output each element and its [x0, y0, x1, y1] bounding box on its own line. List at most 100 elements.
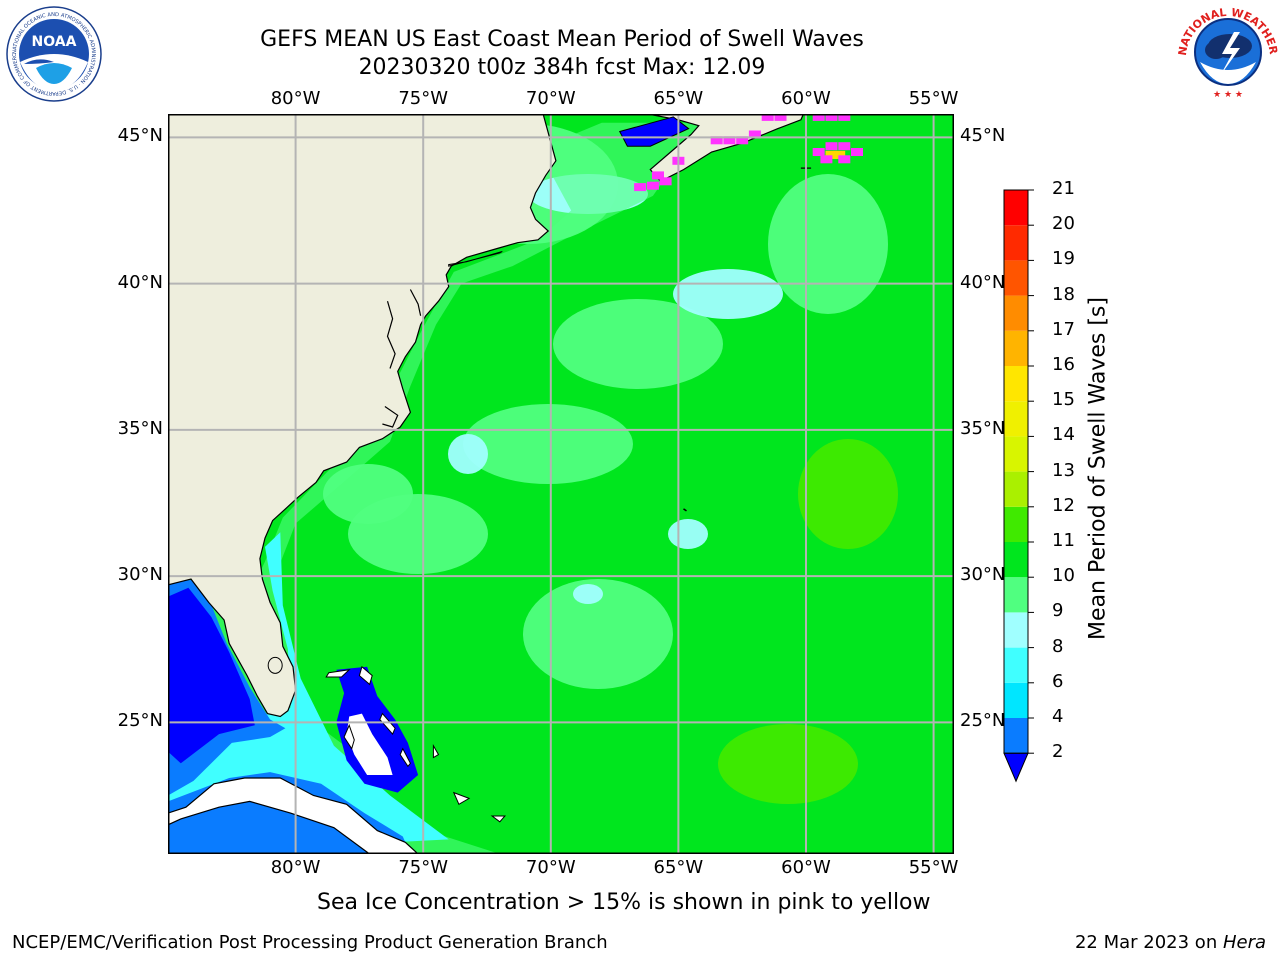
swell-patch [668, 519, 708, 549]
lat-label-right: 35°N [960, 417, 1006, 439]
sea-ice-cell [825, 114, 838, 121]
colorbar-segment [1004, 401, 1028, 437]
colorbar-segment [1004, 330, 1028, 366]
bahamas-island [358, 665, 373, 686]
sea-ice-cell [820, 155, 833, 164]
lat-label-right: 45°N [960, 125, 1006, 147]
lon-label-top: 55°W [908, 88, 959, 109]
bahamas-shallows [346, 713, 393, 775]
sea-ice-cell [838, 155, 851, 164]
colorbar-tick-label: 21 [1052, 178, 1075, 199]
lon-label-top: 60°W [781, 88, 831, 109]
swell-patch [523, 579, 673, 689]
colorbar-segment [1004, 647, 1028, 683]
swell-patch [463, 404, 633, 484]
lat-label-left: 25°N [117, 710, 163, 732]
lat-label-right: 25°N [960, 710, 1006, 732]
colorbar-segment [1004, 542, 1028, 578]
colorbar-label: Mean Period of Swell Waves [s] [1085, 297, 1111, 640]
sea-ice-cell [761, 114, 774, 121]
colorbar-tick-label: 17 [1052, 318, 1075, 340]
sea-ice-cell [659, 177, 672, 186]
bahamas-island [399, 747, 411, 768]
lat-label-left: 35°N [117, 417, 163, 439]
colorbar-under-arrow [1003, 752, 1029, 783]
lon-label-bottom: 55°W [908, 857, 959, 878]
sea-ice-cell [838, 114, 851, 121]
colorbar-segment [1004, 718, 1028, 754]
footer-branch: NCEP/EMC/Verification Post Processing Pr… [12, 932, 608, 953]
swell-patch [673, 269, 783, 319]
sea-ice-cell [825, 142, 838, 151]
swell-patch [768, 174, 888, 314]
colorbar-segment [1004, 225, 1028, 261]
lat-label-right: 30°N [960, 564, 1006, 586]
swell-patch [573, 584, 603, 604]
colorbar-tick-label: 20 [1052, 213, 1075, 235]
lon-label-top: 75°W [398, 88, 449, 109]
lat-label-left: 45°N [117, 125, 163, 147]
colorbar-tick-label: 10 [1052, 565, 1075, 587]
colorbar-segment [1004, 612, 1028, 648]
sea-ice-cell [851, 148, 863, 156]
colorbar-tick-label: 2 [1052, 741, 1064, 763]
footer-date-text: 22 Mar 2023 on [1074, 932, 1223, 953]
colorbar-tick-label: 12 [1052, 494, 1075, 516]
footer-date: 22 Mar 2023 on Hera [1075, 932, 1266, 953]
swell-patch [553, 299, 723, 389]
florida-straits-band [168, 532, 449, 854]
colorbar-tick-label: 16 [1052, 354, 1075, 375]
bahamas-island [325, 668, 351, 678]
swell-patch [448, 434, 488, 474]
colorbar-segment [1004, 260, 1028, 296]
sea-ice-cell [833, 150, 846, 159]
colorbar-segment [1004, 436, 1028, 472]
colorbar-segment [1004, 295, 1028, 331]
map-frame [168, 114, 954, 854]
lon-label-bottom: 60°W [781, 857, 831, 878]
colorbar-tick-label: 4 [1052, 706, 1064, 727]
colorbar-segment [1004, 366, 1028, 402]
colorbar-segment [1004, 682, 1028, 718]
colorbar-segment [1004, 190, 1028, 226]
colorbar-tick-label: 19 [1052, 248, 1075, 270]
noaa-logo-text: NOAA [32, 34, 77, 50]
sea-ice-cell [825, 150, 838, 159]
colorbar-tick-label: 8 [1052, 635, 1064, 657]
lon-label-bottom: 65°W [653, 857, 704, 878]
bahamas-island [452, 791, 471, 806]
lon-label-top: 70°W [525, 88, 576, 109]
sea-ice-cell [812, 148, 825, 156]
lon-label-bottom: 70°W [525, 857, 576, 878]
colorbar-tick-label: 9 [1052, 600, 1064, 622]
colorbar-segment [1004, 506, 1028, 542]
lon-label-top: 80°W [270, 88, 321, 109]
long-island [448, 251, 503, 267]
svg-text:★ ★ ★: ★ ★ ★ [1213, 90, 1243, 100]
colorbar-tick-label: 6 [1052, 670, 1064, 692]
noaa-logo: NOAA NATIONAL OCEANIC AND ATMOSPHERIC AD… [6, 6, 102, 102]
swell-patch [718, 724, 858, 804]
map-title: GEFS MEAN US East Coast Mean Period of S… [260, 27, 864, 52]
sea-ice-cell [736, 136, 749, 145]
sea-ice-cell [652, 171, 664, 180]
colorbar-tick-label: 14 [1052, 424, 1075, 446]
sea-ice-cell [634, 183, 647, 192]
sea-ice-cell [838, 142, 851, 151]
colorbar-segment [1004, 577, 1028, 613]
gulf-deep [168, 587, 255, 764]
bahamas-island [343, 723, 355, 750]
sea-ice-cell [710, 136, 723, 145]
colorbar-tick-label: 13 [1052, 459, 1075, 481]
map-subtitle: 20230320 t00z 384h fcst Max: 12.09 [358, 55, 766, 80]
lon-label-bottom: 75°W [398, 857, 449, 878]
delaware-bay [409, 289, 422, 316]
swell-period-map [168, 114, 954, 854]
bahamas-island [432, 743, 440, 759]
colorbar-tick-label: 15 [1052, 389, 1075, 411]
lat-label-right: 40°N [960, 271, 1006, 293]
colorbar-tick-label: 18 [1052, 283, 1075, 305]
sea-ice-cell [748, 130, 761, 139]
sea-ice-cell [646, 181, 659, 190]
bermuda [683, 508, 687, 512]
